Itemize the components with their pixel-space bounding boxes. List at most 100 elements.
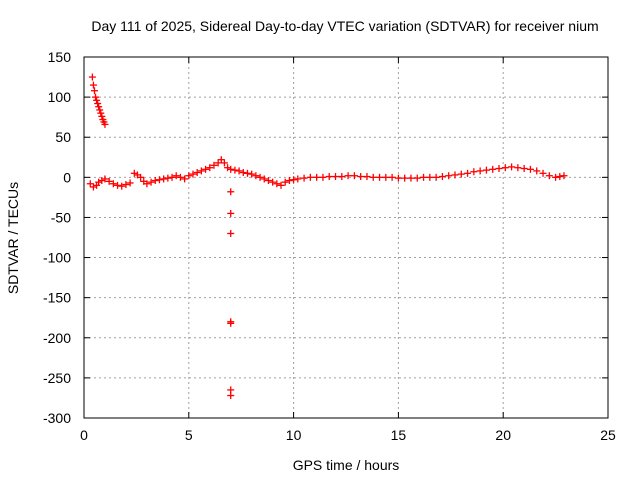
- data-point: [202, 165, 210, 173]
- data-point: [319, 173, 327, 181]
- data-point: [407, 174, 415, 182]
- data-point: [432, 173, 440, 181]
- data-point: [526, 165, 534, 173]
- data-point: [160, 175, 168, 183]
- data-point: [101, 175, 109, 183]
- data-point: [176, 173, 184, 181]
- data-point: [97, 109, 105, 117]
- data-point: [382, 173, 390, 181]
- data-point: [227, 209, 235, 217]
- data-point: [545, 172, 553, 180]
- data-point: [151, 177, 159, 185]
- y-tick-label: -300: [43, 410, 71, 426]
- data-point: [189, 170, 197, 178]
- data-point: [363, 173, 371, 181]
- data-point: [476, 167, 484, 175]
- data-point: [93, 96, 101, 104]
- data-point: [514, 164, 522, 172]
- x-tick-label: 0: [80, 427, 88, 443]
- x-tick-labels: 0 5 10 15 20 25: [80, 427, 616, 443]
- data-point: [98, 177, 106, 185]
- data-point: [168, 173, 176, 181]
- x-tick-label: 10: [286, 427, 302, 443]
- data-point: [95, 103, 103, 111]
- x-tick-label: 25: [600, 427, 616, 443]
- data-point: [101, 120, 109, 128]
- data-point: [89, 183, 97, 191]
- data-point: [300, 174, 308, 182]
- data-point: [445, 172, 453, 180]
- y-tick-label: -50: [51, 209, 71, 225]
- x-tick-label: 5: [185, 427, 193, 443]
- data-point: [256, 173, 264, 181]
- data-point: [243, 169, 251, 177]
- data-point: [482, 166, 490, 174]
- data-point: [552, 173, 560, 181]
- data-point: [388, 173, 396, 181]
- data-point: [470, 168, 478, 176]
- data-point: [260, 175, 268, 183]
- data-point: [350, 172, 358, 180]
- plot-frame: [83, 56, 609, 419]
- data-point: [185, 172, 193, 180]
- data-point: [217, 156, 225, 164]
- data-point: [227, 165, 235, 173]
- data-point: [269, 178, 277, 186]
- data-points: [86, 73, 568, 400]
- data-point: [137, 173, 145, 181]
- data-point: [420, 173, 428, 181]
- x-tick-label: 20: [495, 427, 511, 443]
- data-point: [401, 174, 409, 182]
- data-point: [495, 165, 503, 173]
- y-tick-label: 0: [63, 169, 71, 185]
- data-point: [273, 180, 281, 188]
- data-point: [88, 73, 96, 81]
- axis-ticks: [83, 56, 609, 419]
- data-point: [109, 180, 117, 188]
- data-point: [130, 169, 138, 177]
- data-point: [92, 93, 100, 101]
- y-tick-label: -150: [43, 290, 71, 306]
- chart-title: Day 111 of 2025, Sidereal Day-to-day VTE…: [91, 18, 598, 34]
- data-point: [143, 180, 151, 188]
- data-point: [114, 181, 122, 189]
- data-point: [290, 176, 298, 184]
- data-point: [227, 188, 235, 196]
- y-tick-labels: -300 -250 -200 -150 -100 -50 0 50 100 150: [43, 49, 71, 426]
- data-point: [369, 173, 377, 181]
- data-point: [285, 177, 293, 185]
- data-point: [426, 173, 434, 181]
- data-point: [126, 179, 134, 187]
- data-point: [181, 175, 189, 183]
- data-point: [520, 165, 528, 173]
- data-point: [231, 166, 239, 174]
- data-point: [394, 174, 402, 182]
- x-tick-label: 15: [391, 427, 407, 443]
- data-point: [376, 173, 384, 181]
- data-point: [98, 112, 106, 120]
- data-point: [338, 173, 346, 181]
- data-point: [306, 173, 314, 181]
- data-point: [227, 392, 235, 400]
- data-point: [235, 167, 243, 175]
- data-point: [560, 172, 568, 180]
- data-point: [172, 172, 180, 180]
- x-axis-label: GPS time / hours: [293, 457, 400, 473]
- data-point: [193, 169, 201, 177]
- data-point: [464, 169, 472, 177]
- data-point: [451, 171, 459, 179]
- data-point: [252, 172, 260, 180]
- data-point: [294, 175, 302, 183]
- data-point: [220, 159, 228, 167]
- data-point: [489, 165, 497, 173]
- data-point: [281, 178, 289, 186]
- data-point: [344, 172, 352, 180]
- y-tick-label: -100: [43, 250, 71, 266]
- data-point: [413, 174, 421, 182]
- data-point: [206, 164, 214, 172]
- data-point: [325, 173, 333, 181]
- data-point: [239, 169, 247, 177]
- data-point: [227, 319, 235, 327]
- data-point: [501, 164, 509, 172]
